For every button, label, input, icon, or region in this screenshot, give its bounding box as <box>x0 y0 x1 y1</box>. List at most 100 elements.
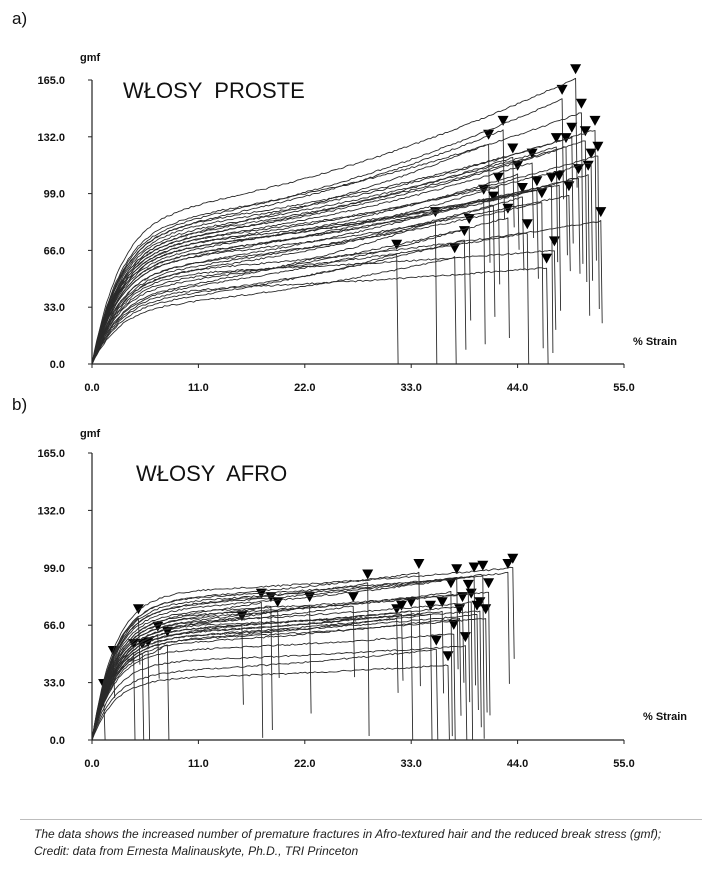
break-marker-s22 <box>436 597 448 608</box>
break-marker-s1 <box>391 239 403 250</box>
series-curve-s32 <box>91 575 476 741</box>
series-curve-s12 <box>91 157 515 365</box>
break-marker-s22 <box>550 133 562 144</box>
break-marker-s23 <box>553 171 565 181</box>
x-tick-label: 33.0 <box>400 382 421 394</box>
break-marker-s14 <box>347 592 359 603</box>
series-curve-s13 <box>91 173 520 365</box>
series-curve-s23 <box>91 664 450 741</box>
y-tick-label: 165.0 <box>37 448 65 460</box>
series-curve-s25 <box>91 633 456 741</box>
break-marker-s30 <box>462 579 474 590</box>
series-curve-s12 <box>91 610 280 741</box>
break-marker-s10 <box>497 115 509 126</box>
series-curve-s34 <box>91 130 597 364</box>
series-curve-s22 <box>91 146 559 364</box>
break-marker-s21 <box>548 236 560 247</box>
series-curve-s2 <box>91 220 438 365</box>
series-curve-s18 <box>91 202 544 365</box>
y-tick-label: 33.0 <box>44 302 65 314</box>
break-marker-s29 <box>459 632 471 643</box>
y-axis-label: gmf <box>80 428 101 440</box>
break-marker-s35 <box>592 141 604 152</box>
series-curve-s31 <box>91 601 474 741</box>
x-tick-label: 0.0 <box>84 758 99 770</box>
series-curve-s36 <box>91 220 603 365</box>
y-tick-label: 99.0 <box>44 189 65 201</box>
series-curve-s26 <box>91 195 571 364</box>
y-axis-label: gmf <box>80 52 101 64</box>
series-curve-s28 <box>91 605 465 740</box>
break-marker-s19 <box>541 253 553 264</box>
break-marker-s19 <box>413 559 425 569</box>
break-marker-s34 <box>589 115 601 126</box>
panel-label: a) <box>12 9 27 28</box>
x-tick-label: 22.0 <box>294 382 315 394</box>
panel-label: b) <box>12 395 27 414</box>
break-marker-s33 <box>585 148 597 159</box>
x-tick-label: 44.0 <box>507 382 528 394</box>
break-marker-s32 <box>582 160 594 171</box>
series-curve-s37 <box>91 591 491 741</box>
y-tick-label: 0.0 <box>50 359 65 371</box>
series-curve-s27 <box>91 135 574 364</box>
break-marker-s26 <box>451 564 463 575</box>
break-marker-s31 <box>579 126 591 137</box>
figure-caption: The data shows the increased number of p… <box>34 827 662 858</box>
series-curve-s35 <box>91 155 600 365</box>
chart-title: WŁOSY AFRO <box>136 461 287 486</box>
break-marker-s12 <box>272 597 284 608</box>
x-tick-label: 22.0 <box>294 758 315 770</box>
break-marker-s12 <box>507 143 519 154</box>
break-marker-s18 <box>536 188 548 199</box>
y-tick-label: 33.0 <box>44 678 65 690</box>
series-curve-s39 <box>91 566 515 740</box>
y-tick-label: 66.0 <box>44 245 65 257</box>
break-marker-s37 <box>483 578 495 589</box>
break-marker-s15 <box>521 219 533 230</box>
chart-panel-a: a) gmf WŁOSY PROSTE % Strain 0.0 33.0 66.0 99.0… <box>12 9 677 394</box>
series-curve-s36 <box>91 618 488 740</box>
series-curve-s28 <box>91 77 578 364</box>
series-curve-s33 <box>91 613 479 741</box>
series-curve-s16 <box>91 162 535 365</box>
break-marker-s36 <box>595 207 607 218</box>
y-tick-label: 66.0 <box>44 620 65 632</box>
series-curve-s30 <box>91 593 471 740</box>
series-curve-s19 <box>91 571 421 741</box>
break-marker-s9 <box>492 172 504 183</box>
chart-panel-b: b) gmf WŁOSY AFRO % Strain 0.0 33.0 66.0 99.0 13… <box>12 395 687 770</box>
caption-divider <box>20 819 702 820</box>
series-curve-s24 <box>91 591 453 740</box>
break-marker-s25 <box>448 619 460 630</box>
series-curve-s27 <box>91 618 462 741</box>
break-marker-s21 <box>430 635 442 646</box>
series-curve-s3 <box>91 256 457 365</box>
break-marker-s7 <box>483 129 495 140</box>
series-curve-s21 <box>91 648 439 741</box>
break-marker-s8 <box>487 191 499 202</box>
series-curve-s8 <box>91 205 496 364</box>
x-axis-label: % Strain <box>633 336 677 348</box>
x-tick-label: 55.0 <box>613 382 634 394</box>
series-curve-s38 <box>91 571 510 741</box>
series-curve-s21 <box>91 249 557 365</box>
series-curve-s14 <box>91 196 525 364</box>
series-curve-s32 <box>91 174 591 365</box>
break-marker-s23 <box>442 651 454 662</box>
x-axis-label: % Strain <box>643 711 687 723</box>
series-curve-s24 <box>91 98 564 365</box>
series-curve-s29 <box>91 178 581 364</box>
x-tick-label: 11.0 <box>188 382 209 394</box>
break-marker-s26 <box>563 181 575 192</box>
y-tick-label: 132.0 <box>37 132 65 144</box>
break-marker-s30 <box>575 98 587 109</box>
x-tick-label: 33.0 <box>400 758 421 770</box>
y-tick-label: 0.0 <box>50 735 65 747</box>
series-curve-s29 <box>91 645 468 741</box>
break-marker-s14 <box>516 183 528 193</box>
break-marker-s39 <box>507 553 519 564</box>
break-marker-s36 <box>480 604 492 615</box>
series-curve-s5 <box>91 227 472 364</box>
